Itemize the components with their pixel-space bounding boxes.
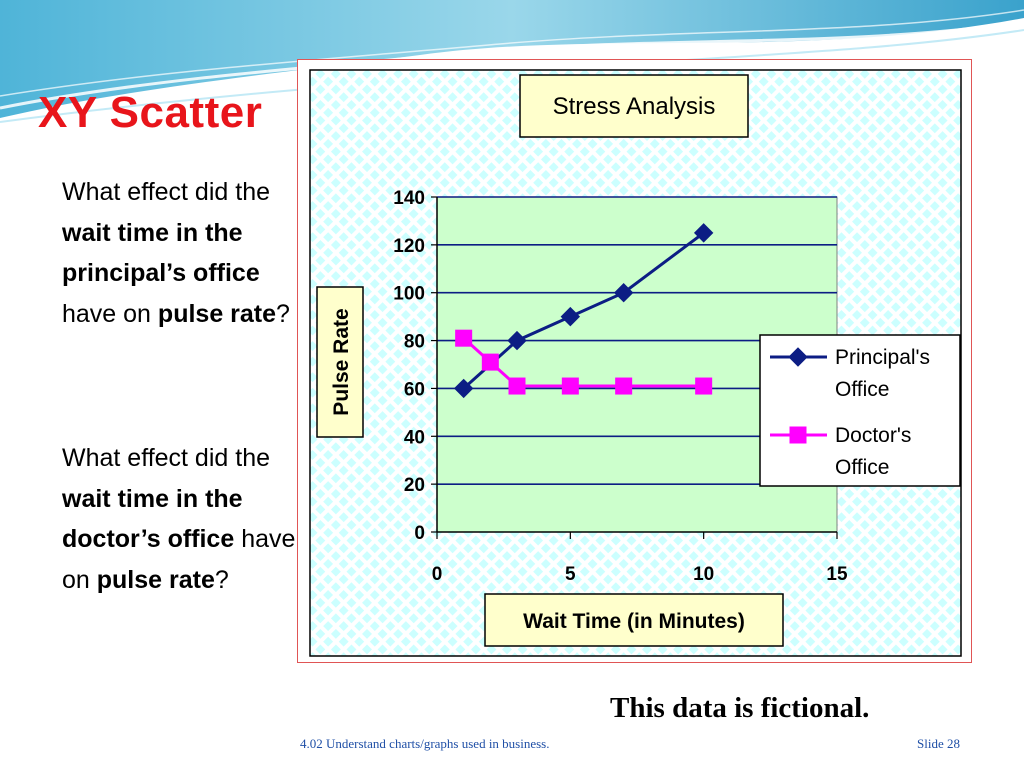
data-point	[693, 223, 714, 243]
legend-swatch-marker	[789, 426, 807, 444]
chart-title-box: Stress Analysis	[519, 74, 749, 138]
legend-swatch-marker	[788, 347, 808, 367]
series-doctor-office	[455, 329, 713, 395]
data-point	[561, 377, 579, 395]
y-tick-label: 40	[404, 427, 425, 448]
scatter-chart: Stress Analysis 0 20 40 60 80 100 120 140 0 5 10 15…	[309, 69, 962, 657]
legend-item-principal-office: Principal's Office	[770, 346, 930, 401]
question1-part: ?	[276, 299, 290, 328]
data-point	[481, 353, 499, 371]
x-tick-label: 0	[432, 564, 443, 585]
y-tick-label: 140	[393, 188, 425, 209]
question2-part: pulse rate	[96, 565, 215, 594]
x-tick-label: 5	[565, 564, 576, 585]
y-tick-label: 120	[393, 236, 425, 257]
question-2-text: What effect did the wait time in the doc…	[62, 438, 297, 600]
question2-part: What effect did the	[62, 444, 270, 472]
data-point	[455, 329, 473, 347]
x-axis-label-box: Wait Time (in Minutes)	[484, 593, 784, 647]
legend-label: Office	[835, 456, 889, 479]
data-point	[453, 378, 474, 399]
legend-label: Office	[835, 378, 889, 401]
y-axis-label-box: Pulse Rate	[316, 286, 364, 438]
question-2: What effect did the wait time in the doc…	[62, 438, 297, 600]
question2-part: ?	[214, 565, 229, 594]
y-tick-label: 20	[404, 475, 425, 496]
y-axis-label: Pulse Rate	[330, 308, 353, 415]
y-tick-label: 0	[414, 523, 425, 544]
slide-title: XY Scatter	[38, 88, 263, 137]
chart-legend: Principal's Office Doctor's Office	[759, 334, 961, 487]
x-axis-label: Wait Time (in Minutes)	[523, 610, 745, 633]
data-point	[695, 377, 713, 395]
legend-label: Doctor's	[835, 424, 911, 447]
question1-part: pulse rate	[157, 299, 277, 328]
question1-part: have on	[62, 299, 158, 328]
y-tick-label: 100	[393, 284, 425, 305]
y-tick-label: 60	[404, 379, 425, 400]
slide-number: Slide 28	[917, 736, 960, 751]
data-point	[613, 283, 634, 303]
question1-part: wait time in the principal’s office	[62, 218, 260, 288]
y-tick-label: 80	[404, 332, 425, 353]
question1-part: What effect did the	[62, 178, 270, 206]
data-point	[560, 306, 581, 327]
x-tick-label: 15	[826, 564, 848, 585]
legend-label: Principal's	[835, 346, 930, 369]
question-1: What effect did the wait time in the pri…	[62, 172, 297, 334]
question2-part: have on	[62, 525, 296, 594]
data-point	[507, 330, 527, 351]
series-principal-office	[453, 223, 714, 399]
data-point	[508, 377, 526, 395]
chart-title: Stress Analysis	[553, 93, 716, 120]
x-tick-label: 10	[693, 564, 714, 585]
footer-text: 4.02 Understand charts/graphs used in bu…	[300, 736, 550, 751]
data-point	[615, 377, 633, 395]
question2-part: wait time in the doctor’s office	[62, 484, 243, 554]
question-1-text: What effect did the wait time in the pri…	[62, 172, 297, 334]
legend-item-doctor-office: Doctor's Office	[770, 424, 911, 479]
fictional-data-note: This data is fictional.	[610, 692, 870, 724]
